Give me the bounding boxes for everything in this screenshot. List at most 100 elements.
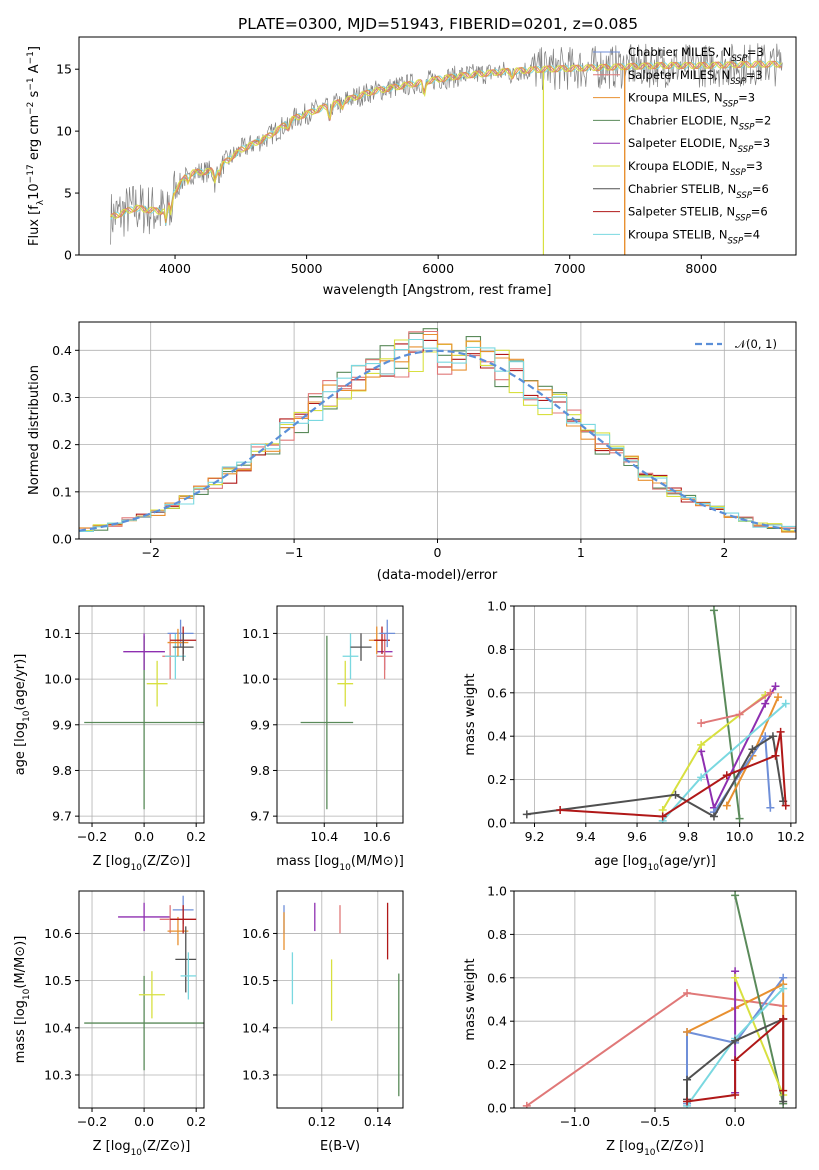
error-bar-point: [167, 916, 189, 946]
series-marker: [722, 771, 731, 780]
x-tick-label: 0.2: [186, 829, 206, 844]
x-tick-label: −0.2: [77, 1114, 107, 1129]
x-tick-label: 0.0: [134, 1114, 154, 1129]
axes-frame: [513, 605, 797, 824]
x-axis-label: Z [log10(Z/Z⊙)]: [93, 1139, 191, 1158]
x-tick-label: 0.0: [134, 829, 154, 844]
y-tick-label: 0.3: [52, 390, 72, 405]
spectrum-axes: 4000 5000 6000 7000 8000 0 5 10 15 wavelength [An…: [26, 36, 797, 298]
weight-series: [658, 699, 790, 823]
error-bar-point: [118, 902, 171, 932]
x-axis-label: Z [log10(Z/Z⊙)]: [606, 1139, 704, 1158]
x-tick-label: 10.4: [310, 829, 338, 844]
series-marker: [731, 973, 740, 982]
series-marker: [731, 891, 740, 900]
y-tick-label: 9.9: [52, 717, 72, 732]
series-line: [560, 731, 787, 818]
x-tick-label: 7000: [554, 261, 586, 276]
series-marker: [771, 682, 780, 691]
series-marker: [774, 693, 783, 702]
y-axis-label: mass [log10(M/M⊙)]: [13, 936, 32, 1064]
x-tick-label: 0.12: [308, 1114, 336, 1129]
plot-area: [522, 891, 788, 1108]
y-axis-label: mass weight: [463, 958, 478, 1040]
y-tick-label: 9.8: [250, 763, 270, 778]
error-bar-point: [376, 633, 393, 680]
observed-spectrum-line: [110, 43, 783, 245]
series-marker: [779, 1086, 788, 1095]
grid-lines: [79, 891, 204, 1108]
x-tick-label: −2: [141, 545, 159, 560]
age_vs_mass-axes: 10.4 10.6 9.7 9.8 9.9 10.0 10.1 mass [log10(M/M…: [242, 605, 404, 873]
axes-frame: [78, 36, 797, 256]
x-tick-label: 4000: [159, 261, 191, 276]
y-tick-label: 5: [64, 186, 72, 201]
model-spectrum-line: [110, 60, 782, 224]
series-marker: [683, 988, 692, 997]
plot-area: [522, 606, 790, 823]
error-bar-point: [350, 633, 372, 661]
x-tick-label: 9.8: [678, 829, 698, 844]
series-marker: [761, 699, 770, 708]
series-marker: [522, 810, 531, 819]
mass_vs_ebv-axes: 0.12 0.14 10.3 10.4 10.5 10.6 E(B-V): [242, 890, 404, 1154]
series-marker: [522, 1101, 531, 1108]
error-bar-point: [146, 660, 168, 707]
y-tick-label: 0.8: [487, 927, 507, 942]
plot-area: [79, 328, 796, 533]
error-bar-point: [172, 633, 194, 661]
y-tick-label: 10: [56, 124, 72, 139]
error-bar-point: [138, 971, 165, 1019]
y-tick-label: 0.2: [487, 772, 507, 787]
series-marker: [771, 751, 780, 760]
legend-label: Chabrier STELIB, NSSP=6: [628, 182, 769, 201]
weight_vs_Z-axes: −1.0 −0.5 0.0 0.0 0.2 0.4 0.6 0.8 1.0 Z [log10(Z/…: [463, 884, 797, 1158]
y-axis-label: Normed distribution: [27, 365, 42, 495]
legend-label: Kroupa ELODIE, NSSP=3: [628, 159, 763, 178]
y-tick-label: 0.0: [487, 816, 507, 831]
series-marker: [768, 732, 777, 741]
plot-area: [283, 902, 400, 1097]
mass_vs_Z-axes: −0.2 0.0 0.2 10.3 10.4 10.5 10.6 Z [log10(Z/Z⊙)…: [13, 890, 206, 1158]
legend-label: Kroupa STELIB, NSSP=4: [628, 227, 760, 246]
plot-area: [110, 43, 783, 255]
grid-lines: [79, 606, 204, 823]
series-marker: [731, 1090, 740, 1099]
series-marker: [683, 1028, 692, 1037]
x-tick-label: −1.0: [560, 1114, 590, 1129]
weight-series: [709, 606, 744, 823]
weight_vs_age-axes: 9.2 9.4 9.6 9.8 10.0 10.2 0.0 0.2 0.4 0.6 0.8 1.0 ag…: [463, 599, 805, 874]
error-bar-point: [379, 619, 396, 648]
y-tick-label: 10.3: [44, 1067, 72, 1082]
y-tick-label: 1.0: [487, 599, 507, 614]
series-marker: [671, 790, 680, 799]
series-marker: [722, 801, 731, 810]
y-tick-label: 10.6: [242, 926, 270, 941]
x-tick-label: 10.2: [777, 829, 805, 844]
x-tick-label: −0.5: [640, 1114, 670, 1129]
axes-frame: [276, 890, 404, 1109]
x-tick-label: 1: [577, 545, 585, 560]
x-tick-label: 0.0: [725, 1114, 745, 1129]
grid-lines: [514, 605, 796, 824]
y-tick-label: 0.8: [487, 642, 507, 657]
error-bar-point: [164, 633, 186, 680]
legend-label: Salpeter STELIB, NSSP=6: [628, 205, 768, 224]
y-tick-label: 10.5: [242, 973, 270, 988]
error-bar-point: [123, 633, 165, 670]
y-tick-label: 10.5: [44, 973, 72, 988]
series-marker: [556, 805, 565, 814]
y-tick-label: 9.7: [250, 809, 270, 824]
y-tick-label: 1.0: [487, 884, 507, 899]
series-marker: [683, 1097, 692, 1106]
weight-series: [522, 988, 788, 1108]
series-marker: [731, 1036, 740, 1045]
legend-label: Chabrier MILES, NSSP=3: [628, 45, 764, 64]
axes-frame: [276, 605, 404, 824]
x-tick-label: 9.6: [627, 829, 647, 844]
y-tick-label: 9.7: [52, 809, 72, 824]
x-axis-label: age [log10(age/yr)]: [594, 854, 716, 873]
x-tick-label: 8000: [685, 261, 717, 276]
y-tick-label: 0.4: [52, 343, 72, 358]
